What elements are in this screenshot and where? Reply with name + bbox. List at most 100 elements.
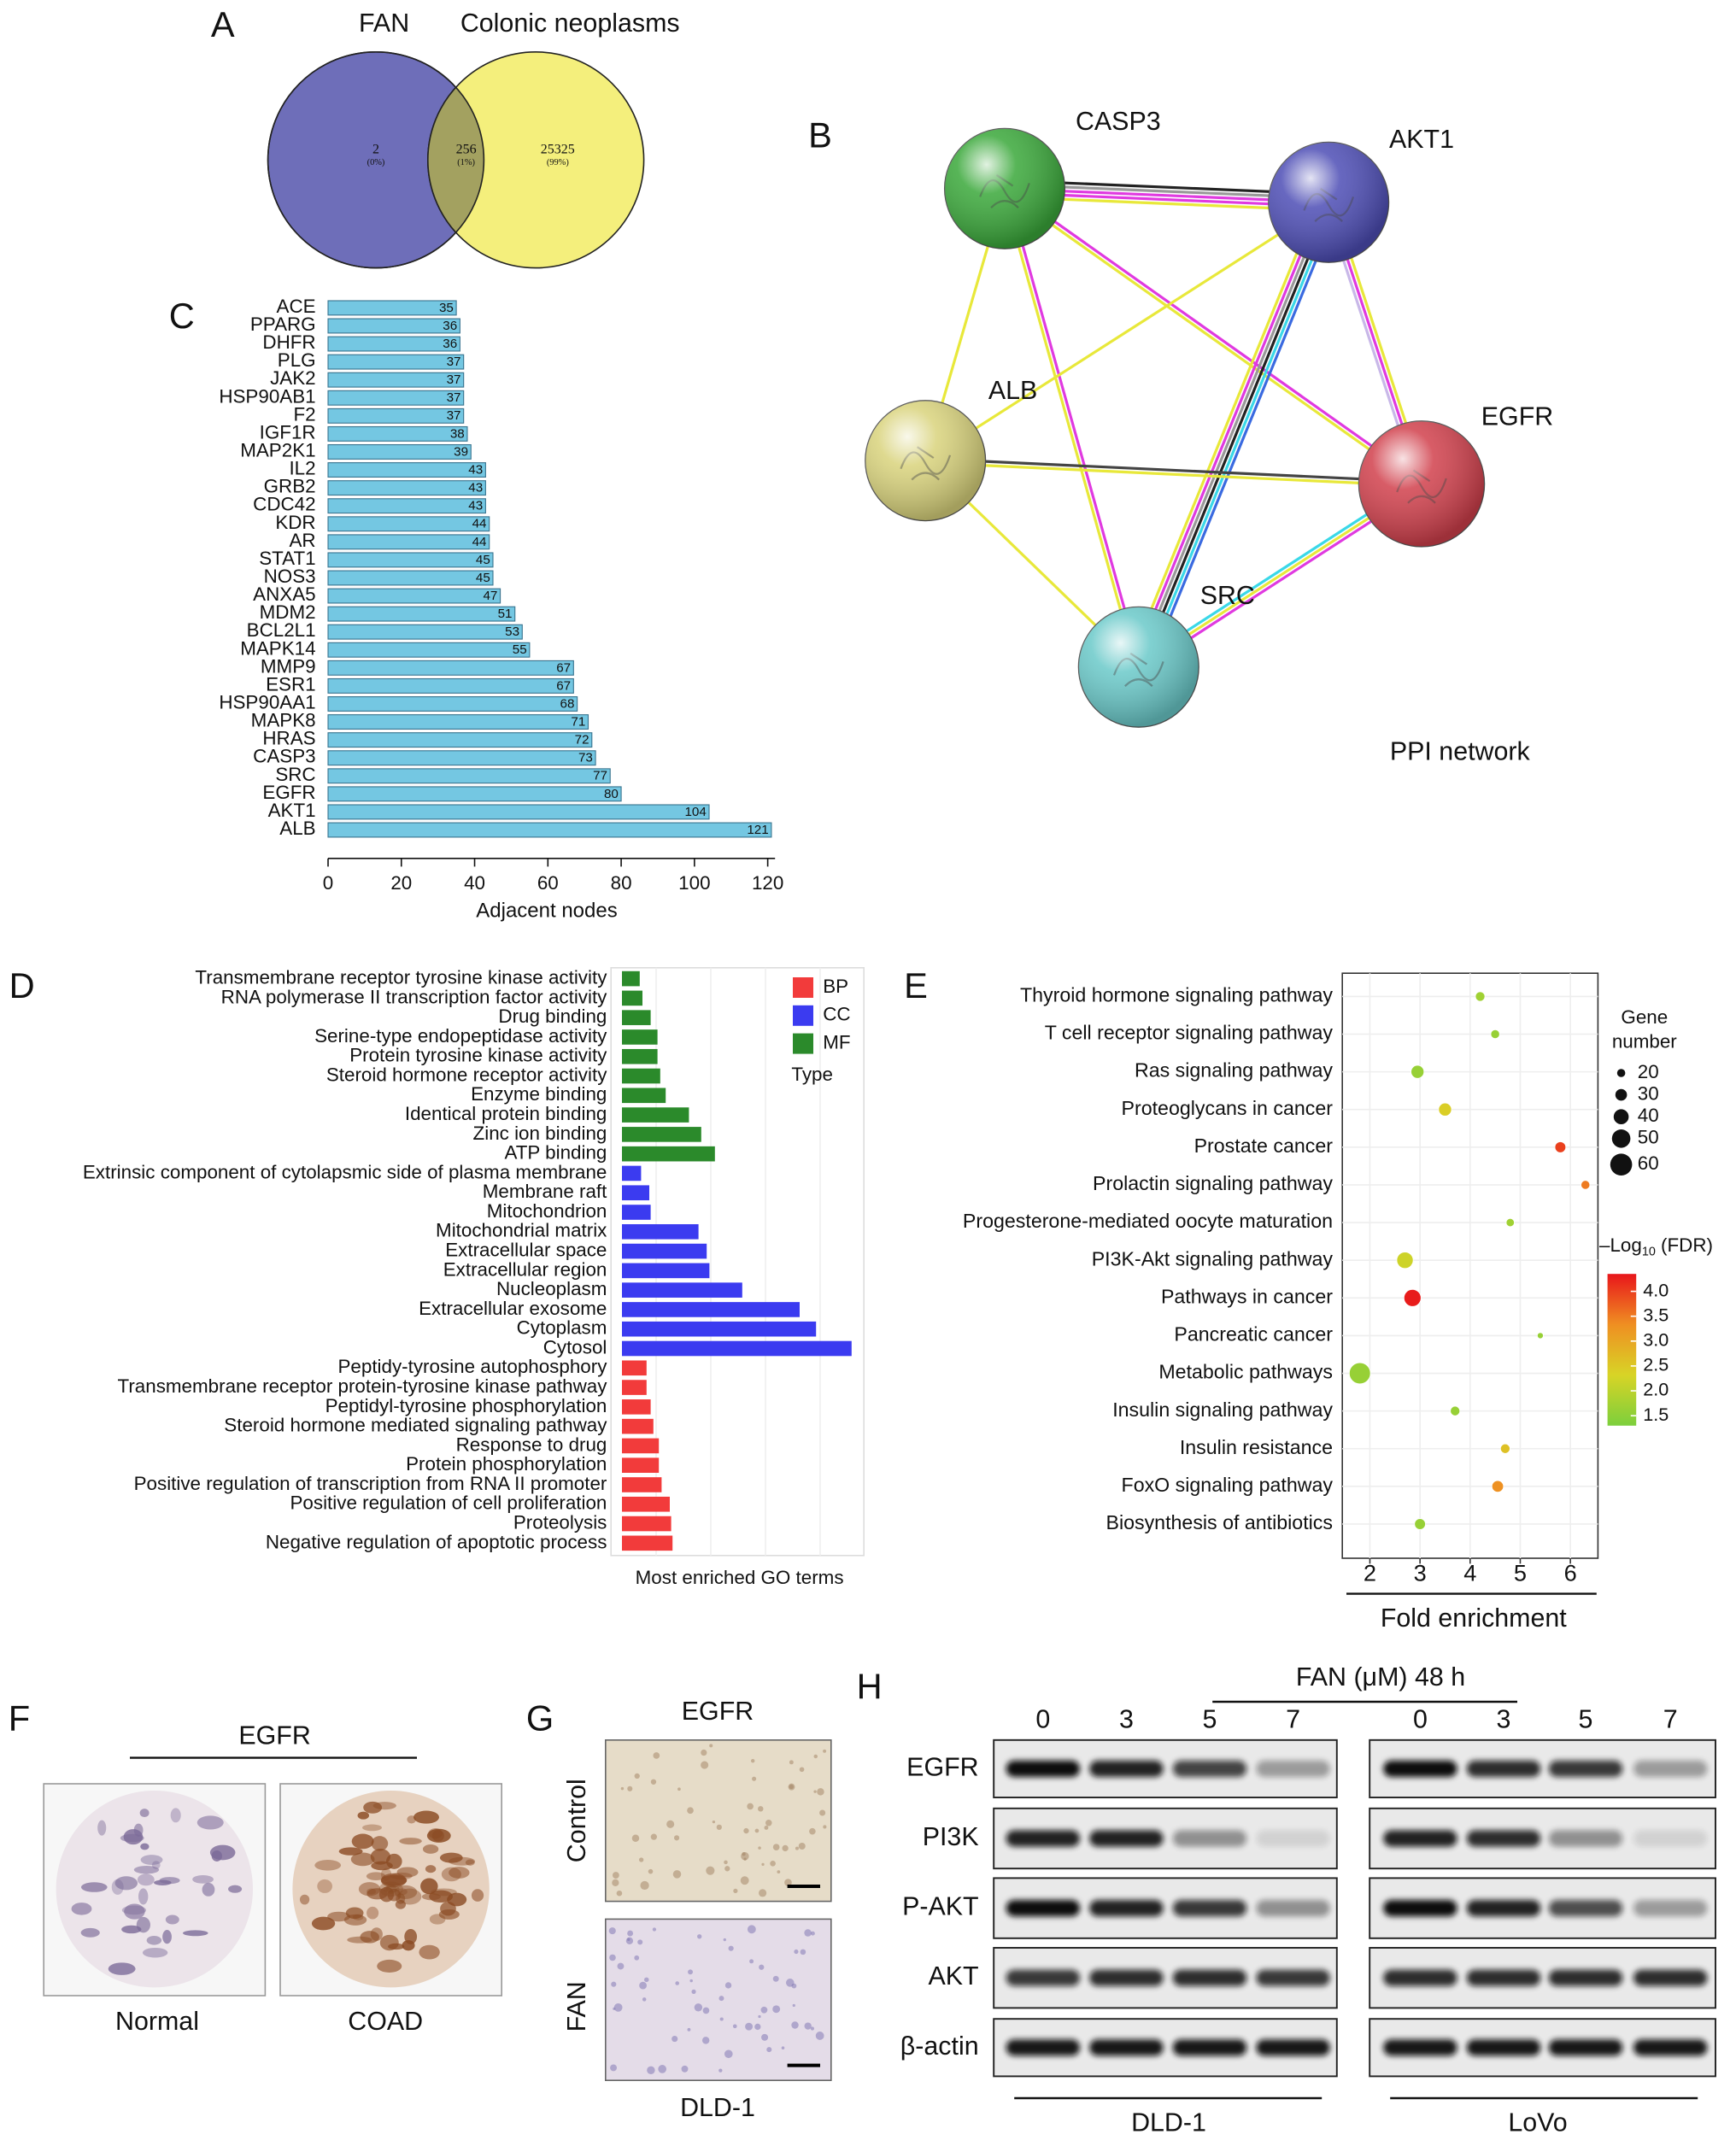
cell-stain [677,1787,681,1791]
ihc-stain [202,1882,215,1897]
ihc-stain [209,1844,236,1861]
cell-stain [613,2007,616,2010]
bubble [1499,1443,1510,1454]
ihc-stain [396,1867,419,1878]
x-tick-label: 0 [323,872,333,894]
cell-stain [728,1945,734,1951]
colorbar-tick-label: 3.0 [1643,1329,1669,1351]
dose-label: 3 [1119,1704,1134,1733]
y-tick-label: STAT1 [259,548,315,569]
bar [327,498,486,514]
ihc-stain [358,1882,381,1897]
bar [327,318,460,334]
data-label: 73 [578,751,593,765]
panel-label: H [857,1667,883,1707]
ihc-stain [140,1855,163,1865]
bar [622,1185,649,1201]
ihc-stain [80,1882,108,1892]
data-label: 104 [684,805,706,819]
cell-stain [754,2023,761,2031]
dose-label: 5 [1579,1704,1593,1733]
cell-stain [823,1749,827,1753]
dose-label: 0 [1035,1704,1050,1733]
blot-band [1466,2039,1541,2056]
cell-stain [792,2003,795,2008]
y-tick-label: IL2 [289,458,315,479]
bar [622,1107,689,1123]
cell-stain [804,2022,812,2030]
cell-stain [642,1997,647,2002]
dose-label: 7 [1663,1704,1678,1733]
blot-band [1633,1969,1708,1986]
y-tick-label: Peptidy-tyrosine autophosphory [337,1356,607,1377]
ihc-stain [159,1877,180,1885]
y-tick-label: Nucleoplasm [496,1278,607,1299]
node-shine [1358,420,1485,547]
y-tick-label: MMP9 [261,655,316,677]
y-tick-label: MDM2 [260,601,316,623]
cell-stain [716,1824,722,1830]
cell-stain [772,1844,780,1850]
ihc-stain [299,1894,310,1905]
cell-stain [765,1820,772,1826]
data-label: 43 [468,499,483,513]
cell-stain [611,1981,617,1987]
bar [327,372,465,388]
node-shine [1268,142,1389,263]
blot-band [1256,1900,1330,1917]
cell-stain [691,1989,696,1994]
cell-stain [689,1979,693,1983]
blot-band [1006,2039,1080,2056]
venn-share: (1%) [457,158,475,167]
legend-swatch [793,977,813,998]
cell-stain [675,1981,679,1985]
data-label: 47 [483,589,497,603]
ihc-stain [97,1820,107,1836]
ihc-stain [146,1935,162,1945]
network-edge [924,201,1330,462]
cell-stain [813,1754,818,1759]
cell-stain [612,1872,619,1879]
ihc-stain [370,1849,391,1865]
data-label: 53 [505,624,519,639]
ihc-sample-label: Normal [115,2007,199,2036]
data-label: 71 [571,714,585,729]
cell-stain [718,2068,723,2073]
size-legend-label: 40 [1638,1105,1659,1126]
ihc-stain [465,1859,475,1866]
cell-stain [749,1959,754,1964]
data-label: 37 [447,372,461,387]
size-legend-title: Gene [1621,1006,1668,1028]
panel-label: F [9,1697,30,1738]
y-tick-label: Protein phosphorylation [406,1453,607,1475]
bar [327,786,622,802]
cell-stain [653,1752,660,1759]
size-legend-title: number [1612,1031,1677,1052]
cell-stain [627,1930,634,1937]
y-tick-label: HRAS [262,728,315,749]
y-tick-label: ALB [279,818,315,839]
data-label: 51 [498,607,513,621]
venn-share: (99%) [547,158,569,167]
cell-stain [761,2033,769,2041]
size-legend-mark [1610,1153,1633,1176]
ihc-stain [343,1914,367,1926]
cell-stain [732,2024,737,2029]
bar [327,444,472,460]
y-tick-label: Peptidyl-tyrosine phosphorylation [326,1395,607,1416]
cell-stain [800,1949,806,1955]
y-tick-label: Transmembrane receptor tyrosine kinase a… [195,967,607,988]
ihc-stain [399,1838,422,1845]
cell-stain [625,1937,634,1944]
ihc-stain [413,1810,440,1824]
bar [622,1146,715,1162]
bar [622,1516,672,1532]
cell-stain [613,2003,623,2012]
data-label: 44 [472,535,487,549]
y-tick-label: Pancreatic cancer [1174,1323,1333,1346]
ihc-stain [351,1833,374,1850]
ihc-stain [80,1927,100,1938]
panel-label: C [169,296,195,336]
bar [327,480,486,496]
cell-stain [758,2014,761,2019]
